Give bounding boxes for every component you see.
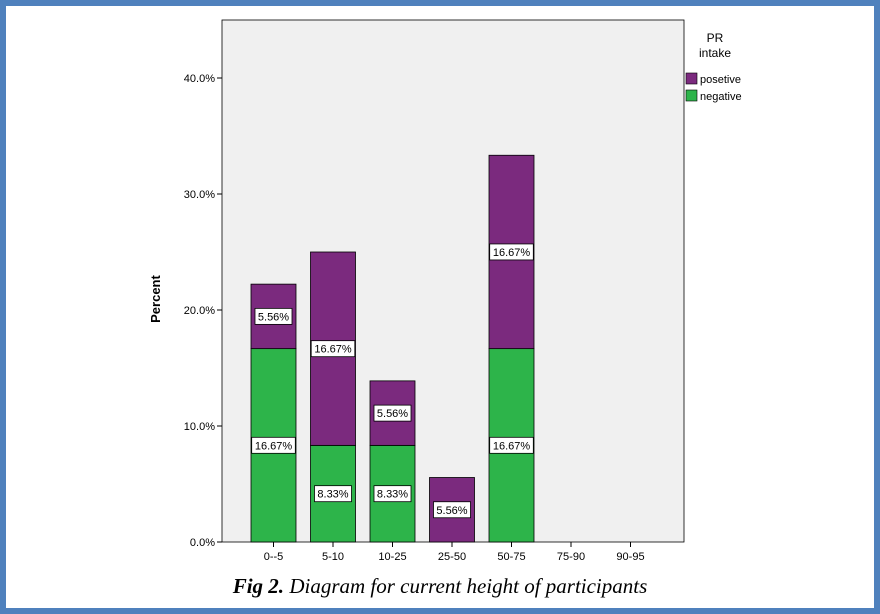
y-tick-label: 30.0% (184, 189, 215, 201)
data-label-box (254, 307, 293, 325)
legend-label-posetive: posetive (700, 74, 741, 86)
legend-title-line1: PR (707, 31, 724, 45)
legend-swatch-negative (685, 89, 698, 102)
x-tick-label: 10-25 (378, 551, 406, 563)
data-label: 5.56% (377, 408, 408, 420)
data-label-box (433, 501, 471, 519)
caption-label: Fig 2. (232, 574, 285, 598)
x-tick-label: 75-90 (557, 551, 585, 563)
legend-label-negative: negative (700, 91, 742, 103)
x-tick-label: 25-50 (438, 551, 466, 563)
data-label: 16.67% (255, 440, 293, 452)
legend-title-line2: intake (699, 46, 731, 60)
data-label-box (373, 404, 412, 422)
y-axis-title: Percent (148, 274, 163, 322)
data-label: 5.56% (436, 505, 467, 517)
figure-caption: Fig 2. Diagram for current height of par… (0, 574, 880, 599)
x-tick-label: 5-10 (322, 551, 344, 563)
data-label: 16.67% (493, 247, 531, 259)
data-label-box (373, 485, 412, 503)
x-tick-label: 0--5 (264, 551, 284, 563)
plot-area (221, 19, 685, 543)
data-label-box (310, 340, 356, 358)
data-label-box (251, 436, 296, 454)
x-tick-label: 50-75 (497, 551, 525, 563)
y-tick-label: 40.0% (184, 73, 215, 85)
y-tick-label: 20.0% (184, 305, 215, 317)
y-tick-label: 10.0% (184, 421, 215, 433)
data-label-box (489, 243, 534, 261)
data-label: 8.33% (377, 489, 408, 501)
data-label: 5.56% (258, 311, 289, 323)
data-label: 16.67% (314, 344, 352, 356)
data-label-box (489, 436, 534, 454)
x-tick-label: 90-95 (616, 551, 644, 563)
data-label-box (314, 485, 352, 503)
legend-swatch-posetive (685, 72, 698, 85)
data-label: 8.33% (317, 489, 348, 501)
y-tick-label: 0.0% (190, 537, 215, 549)
data-label: 16.67% (493, 440, 531, 452)
caption-text: Diagram for current height of participan… (289, 574, 648, 598)
